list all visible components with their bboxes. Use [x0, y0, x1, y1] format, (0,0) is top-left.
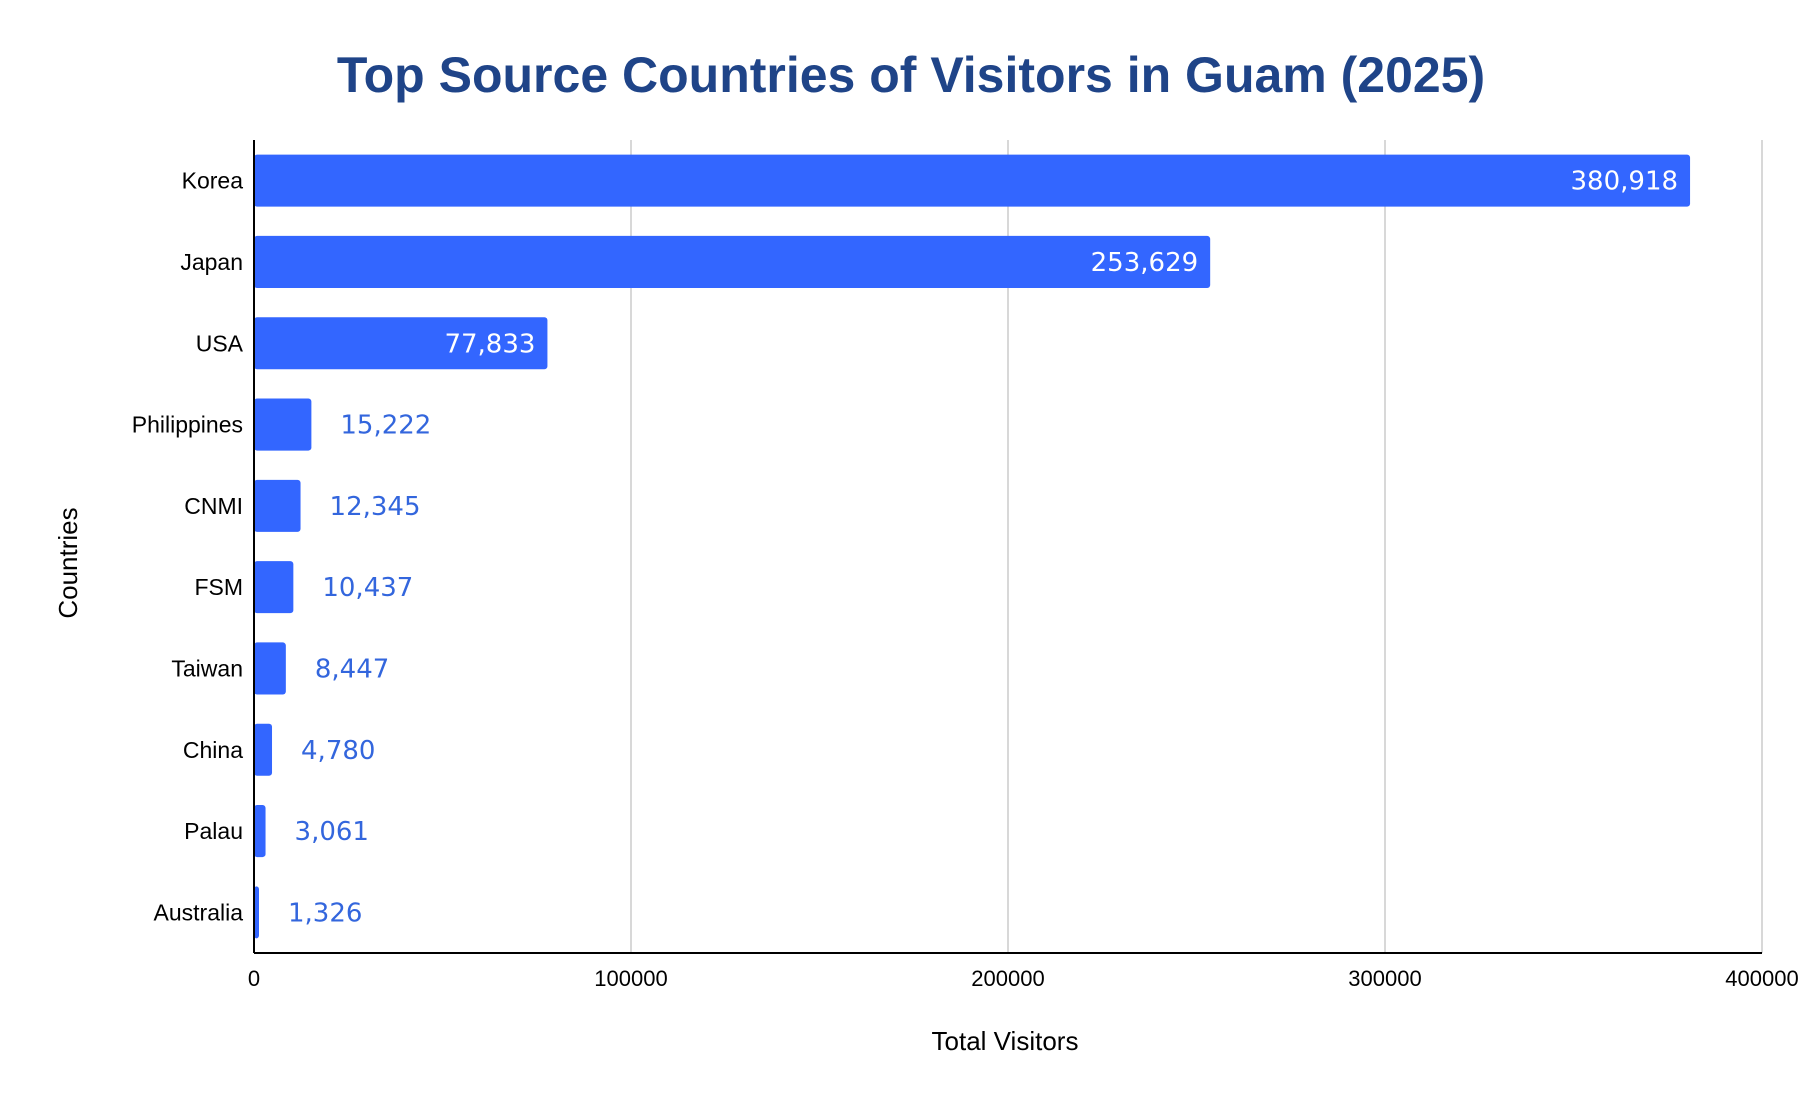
- bar-korea: [254, 154, 1691, 207]
- x-tick-label: 300000: [1348, 966, 1421, 991]
- y-tick-label: Japan: [180, 249, 243, 275]
- data-label: 12,345: [330, 492, 421, 522]
- y-tick-label: Philippines: [132, 412, 243, 438]
- data-label: 77,833: [444, 329, 535, 359]
- bar-china: [254, 723, 273, 776]
- y-tick-label: USA: [196, 330, 244, 356]
- data-label: 4,780: [301, 736, 375, 766]
- bar-taiwan: [254, 642, 286, 695]
- data-label: 8,447: [315, 654, 389, 684]
- y-tick-label: Taiwan: [171, 655, 243, 681]
- y-tick-label: Australia: [154, 899, 244, 925]
- y-tick-label: FSM: [194, 574, 243, 600]
- axes: 0 100000 200000 300000 400000 Korea Japan USA Ph…: [132, 140, 1799, 991]
- data-label: 380,918: [1571, 167, 1679, 197]
- y-tick-label: CNMI: [184, 493, 243, 519]
- data-label: 10,437: [322, 573, 413, 603]
- bar-cnmi: [254, 479, 301, 532]
- data-label: 3,061: [295, 817, 369, 847]
- bar-palau: [254, 805, 266, 858]
- x-tick-label: 200000: [971, 966, 1044, 991]
- y-tick-label: Palau: [184, 818, 243, 844]
- data-label: 253,629: [1091, 248, 1199, 278]
- x-tick-label: 100000: [594, 966, 667, 991]
- x-tick-label: 400000: [1725, 966, 1798, 991]
- bar-australia: [254, 886, 259, 939]
- bar-fsm: [254, 561, 294, 614]
- chart-title: Top Source Countries of Visitors in Guam…: [337, 47, 1485, 103]
- bar-philippines: [254, 398, 312, 451]
- data-label: 1,326: [288, 898, 362, 928]
- bar-usa: [254, 317, 548, 370]
- x-tick-label: 0: [248, 966, 260, 991]
- x-axis-title: Total Visitors: [932, 1026, 1079, 1056]
- y-axis-title: Countries: [53, 507, 83, 618]
- y-tick-label: China: [183, 737, 243, 763]
- y-tick-label: Korea: [182, 168, 244, 194]
- bars: [254, 154, 1691, 939]
- data-labels: 380,918 253,629 77,833 15,222 12,345 10,437 8,…: [288, 167, 1678, 929]
- bar-japan: [254, 235, 1211, 288]
- data-label: 15,222: [340, 411, 431, 441]
